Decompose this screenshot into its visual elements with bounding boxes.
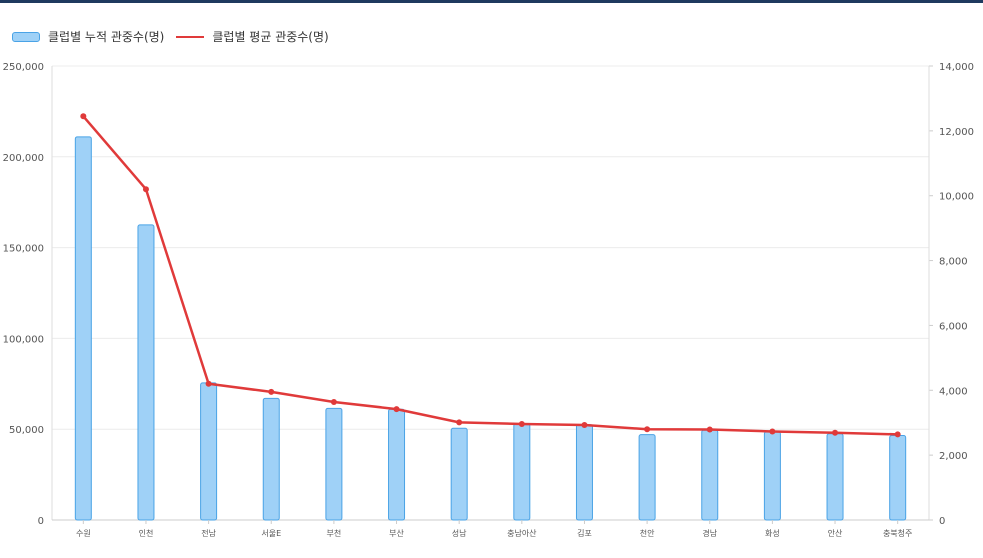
average-point-충남아산 bbox=[518, 421, 525, 428]
bar-경남 bbox=[701, 429, 719, 521]
y-right-tick-label: 8,000 bbox=[939, 257, 968, 268]
average-point-전남 bbox=[205, 380, 212, 387]
average-point-부천 bbox=[330, 398, 337, 405]
average-point-천안 bbox=[644, 426, 651, 433]
average-point-안산 bbox=[832, 429, 839, 436]
bar-전남 bbox=[200, 382, 218, 521]
legend-item-cumulative[interactable]: 클럽별 누적 관중수(명) bbox=[12, 28, 164, 45]
bar-안산 bbox=[826, 433, 844, 521]
y-right-tick-label: 12,000 bbox=[939, 127, 974, 138]
y-right-tick-label: 10,000 bbox=[939, 192, 974, 203]
bar-김포 bbox=[575, 424, 593, 521]
average-line bbox=[82, 115, 898, 436]
chart-legend: 클럽별 누적 관중수(명) 클럽별 평균 관중수(명) bbox=[12, 28, 341, 45]
x-tick-label: 천안 bbox=[640, 528, 655, 538]
legend-bar-swatch bbox=[12, 31, 40, 42]
y-left-tick-label: 250,000 bbox=[3, 62, 44, 73]
x-tick-label: 충남아산 bbox=[507, 528, 537, 538]
average-point-수원 bbox=[80, 113, 87, 120]
average-point-인천 bbox=[142, 186, 149, 193]
y-right-tick-label: 6,000 bbox=[939, 321, 968, 332]
bar-충남아산 bbox=[513, 423, 531, 521]
y-left-tick-label: 200,000 bbox=[3, 153, 44, 164]
legend-label-average: 클럽별 평균 관중수(명) bbox=[212, 30, 329, 44]
x-tick-label: 부산 bbox=[389, 528, 404, 538]
x-tick-label: 화성 bbox=[765, 529, 780, 538]
bar-충북청주 bbox=[889, 435, 907, 521]
average-point-김포 bbox=[581, 421, 588, 428]
average-point-서울E bbox=[268, 388, 275, 395]
y-left-tick-label: 0 bbox=[38, 516, 44, 527]
bar-서울E bbox=[262, 397, 280, 521]
y-right-tick-label: 4,000 bbox=[939, 386, 968, 397]
y-left-tick-label: 50,000 bbox=[9, 425, 44, 436]
x-tick-label: 안산 bbox=[828, 528, 843, 538]
x-tick-label: 서울E bbox=[261, 529, 281, 538]
average-point-성남 bbox=[456, 419, 463, 426]
bar-인천 bbox=[137, 224, 155, 521]
x-tick-label: 성남 bbox=[452, 529, 467, 538]
x-tick-label: 충북청주 bbox=[883, 529, 912, 538]
x-tick-label: 김포 bbox=[577, 528, 592, 538]
y-right-tick-label: 14,000 bbox=[939, 62, 974, 73]
bar-성남 bbox=[450, 427, 468, 521]
average-point-화성 bbox=[769, 428, 776, 435]
x-tick-label: 인천 bbox=[139, 528, 154, 538]
average-point-부산 bbox=[393, 406, 400, 413]
average-point-충북청주 bbox=[894, 431, 901, 438]
x-tick-label: 전남 bbox=[201, 528, 216, 538]
bar-화성 bbox=[763, 431, 781, 521]
x-tick-label: 부천 bbox=[327, 528, 342, 538]
average-point-경남 bbox=[706, 426, 713, 433]
y-right-tick-label: 0 bbox=[939, 516, 945, 527]
legend-label-cumulative: 클럽별 누적 관중수(명) bbox=[48, 30, 165, 44]
x-tick-label: 경남 bbox=[702, 528, 717, 538]
bar-수원 bbox=[74, 136, 92, 521]
bar-부천 bbox=[325, 407, 343, 521]
top-rule bbox=[0, 0, 983, 3]
x-tick-label: 수원 bbox=[76, 529, 91, 538]
bar-부산 bbox=[388, 408, 406, 521]
y-left-tick-label: 150,000 bbox=[3, 244, 44, 255]
y-left-tick-label: 100,000 bbox=[3, 334, 44, 345]
legend-line-swatch bbox=[176, 35, 205, 38]
y-right-tick-label: 2,000 bbox=[939, 451, 968, 462]
bar-천안 bbox=[638, 434, 656, 521]
legend-item-average[interactable]: 클럽별 평균 관중수(명) bbox=[176, 28, 329, 45]
